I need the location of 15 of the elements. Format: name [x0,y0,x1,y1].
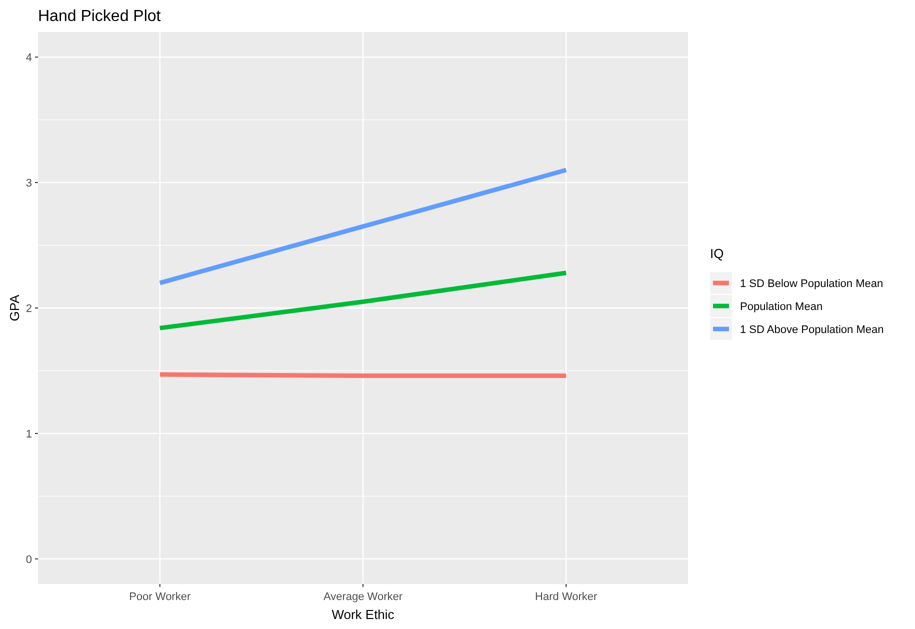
y-tick-label: 4 [26,52,32,64]
legend-label: 1 SD Above Population Mean [740,324,884,336]
y-tick-label: 3 [26,177,32,190]
x-tick-label: Average Worker [323,591,403,603]
y-tick-label: 1 [26,428,32,440]
y-axis-title: GPA [7,294,22,322]
x-axis-title: Work Ethic [332,607,395,622]
legend-label: 1 SD Below Population Mean [740,278,884,290]
y-tick-label: 2 [26,302,32,315]
x-tick-label: Poor Worker [129,591,191,603]
chart-title: Hand Picked Plot [38,8,162,25]
legend-label: Population Mean [740,300,823,313]
y-tick-label: 0 [26,554,32,566]
legend-title: IQ [710,246,724,261]
x-tick-label: Hard Worker [535,591,598,603]
